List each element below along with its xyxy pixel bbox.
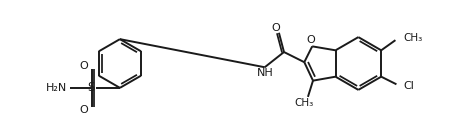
Text: O: O (80, 61, 88, 71)
Text: O: O (80, 105, 88, 115)
Text: O: O (307, 35, 316, 45)
Text: Cl: Cl (403, 81, 414, 91)
Text: H₂N: H₂N (46, 83, 67, 93)
Text: S: S (87, 81, 95, 94)
Text: NH: NH (257, 68, 274, 78)
Text: O: O (271, 23, 280, 33)
Text: CH₃: CH₃ (403, 33, 423, 43)
Text: CH₃: CH₃ (294, 98, 313, 108)
